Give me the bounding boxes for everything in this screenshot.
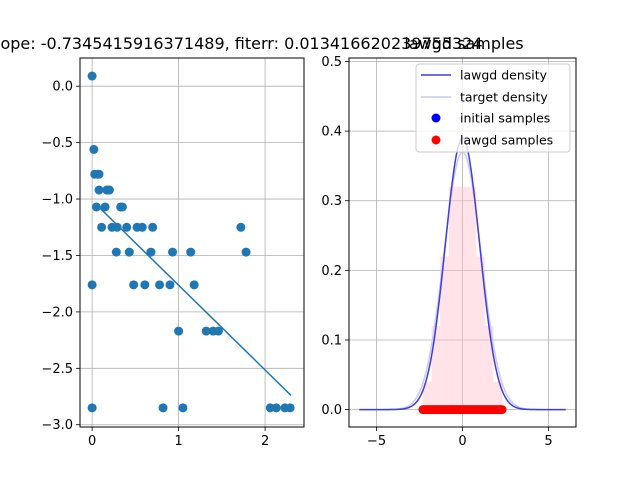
scatter-point: [105, 186, 114, 195]
scatter-point: [112, 248, 121, 257]
scatter-point: [236, 223, 245, 232]
scatter-point: [159, 403, 168, 412]
scatter-point: [95, 186, 104, 195]
scatter-point: [92, 202, 101, 211]
scatter-point: [242, 248, 251, 257]
scatter-point: [165, 280, 174, 289]
left-ytick-label: −2.5: [41, 362, 73, 377]
scatter-point: [113, 223, 122, 232]
legend-label-lawgd-density: lawgd density: [460, 68, 548, 83]
scatter-point: [214, 327, 223, 336]
legend-label-lawgd-samples: lawgd samples: [460, 133, 553, 148]
scatter-point: [129, 280, 138, 289]
right-ytick-label: 0.0: [321, 403, 342, 418]
scatter-point: [88, 72, 97, 81]
left-xtick-label: 0: [88, 434, 96, 449]
scatter-point: [190, 280, 199, 289]
legend-marker-initial-samples: [432, 114, 441, 123]
scatter-point: [286, 403, 295, 412]
scatter-point: [88, 280, 97, 289]
legend-label-target-density: target density: [460, 90, 548, 105]
legend-marker-lawgd-samples: [432, 136, 441, 145]
scatter-point: [122, 223, 131, 232]
scatter-point: [146, 248, 155, 257]
right-xtick-label: −5: [367, 434, 386, 449]
scatter-point: [89, 145, 98, 154]
histogram-bar: [449, 187, 456, 410]
right-axes-title: lawgd samples: [404, 34, 523, 53]
histogram-bar: [456, 187, 470, 410]
histogram-bar: [469, 187, 476, 410]
scatter-point: [148, 223, 157, 232]
right-xtick-label: 5: [544, 434, 552, 449]
right-ytick-label: 0.4: [321, 125, 342, 140]
scatter-point: [272, 403, 281, 412]
left-ytick-label: −0.5: [41, 136, 73, 151]
scatter-point: [168, 248, 177, 257]
right-ytick-label: 0.5: [321, 55, 342, 70]
scatter-point: [88, 403, 97, 412]
right-ytick-label: 0.3: [321, 194, 342, 209]
left-ytick-label: −1.5: [41, 249, 73, 264]
left-xtick-label: 1: [174, 434, 182, 449]
legend: lawgd density target density initial sam…: [416, 64, 570, 152]
scatter-point: [186, 248, 195, 257]
left-ytick-label: 0.0: [52, 80, 73, 95]
right-xtick-label: 0: [458, 434, 466, 449]
scatter-point: [97, 223, 106, 232]
left-ytick-label: −2.0: [41, 305, 73, 320]
scatter-point: [118, 202, 127, 211]
right-ytick-label: 0.1: [321, 333, 342, 348]
scatter-point: [95, 170, 104, 179]
scatter-point: [178, 403, 187, 412]
scatter-point: [101, 202, 110, 211]
legend-label-initial-samples: initial samples: [460, 111, 550, 126]
left-xtick-label: 2: [261, 434, 269, 449]
right-ytick-label: 0.2: [321, 264, 342, 279]
lawgd-sample-point: [498, 405, 507, 414]
scatter-point: [155, 280, 164, 289]
left-ytick-label: −3.0: [41, 418, 73, 433]
scatter-point: [140, 280, 149, 289]
left-ytick-label: −1.0: [41, 193, 73, 208]
scatter-point: [174, 327, 183, 336]
scatter-point: [125, 248, 134, 257]
scatter-point: [138, 223, 147, 232]
